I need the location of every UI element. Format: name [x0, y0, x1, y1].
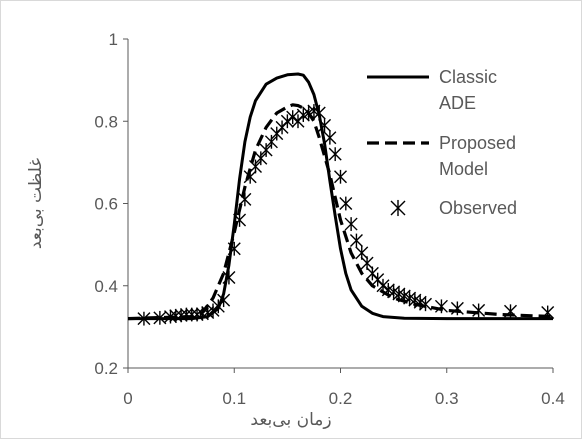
data-point-observed: [264, 134, 278, 149]
data-point-observed: [344, 217, 358, 231]
series-line-proposed-model: [127, 103, 554, 321]
data-point-observed: [222, 270, 236, 285]
legend-label-classic-line1: Classic: [439, 67, 497, 87]
x-tick-label: 0.4: [541, 389, 565, 408]
x-axis-title: زمان بی‌بعد: [250, 410, 331, 430]
data-point-observed: [254, 151, 268, 166]
x-tick-labels: 0 0.1 0.2 0.3 0.4: [123, 368, 565, 408]
data-point-observed: [206, 303, 220, 318]
legend-swatch-asterisk: [390, 199, 406, 217]
y-tick-label: 1: [109, 30, 118, 49]
data-point-observed: [153, 310, 167, 325]
y-tick-label: 0.8: [94, 112, 118, 131]
data-point-observed: [541, 305, 555, 320]
series-observed-points: [137, 104, 555, 326]
data-point-observed: [249, 159, 262, 174]
data-point-observed: [504, 304, 517, 319]
y-tick-labels: 0.2 0.4 0.6 0.8 1: [94, 30, 128, 378]
x-tick-label: 0: [123, 389, 132, 408]
legend-label-proposed-line2: Model: [439, 159, 488, 179]
legend-label-proposed-line1: Proposed: [439, 133, 516, 153]
data-point-observed: [312, 106, 326, 120]
legend-label-observed: Observed: [439, 198, 517, 218]
data-point-observed: [233, 213, 247, 227]
data-point-observed: [472, 303, 486, 318]
series-layer: [127, 72, 555, 326]
legend-item-proposed-model: Proposed Model: [367, 133, 516, 179]
y-tick-label: 0.2: [94, 359, 118, 378]
legend-label-classic-line2: ADE: [439, 93, 476, 113]
y-tick-label: 0.4: [94, 277, 118, 296]
data-point-observed: [323, 130, 337, 145]
legend: Classic ADE Proposed Model Observed: [367, 67, 517, 218]
data-point-observed: [259, 143, 273, 157]
data-point-observed: [334, 169, 347, 184]
x-tick-label: 0.1: [222, 389, 246, 408]
y-axis-title: غلظت بی‌بعد: [26, 158, 46, 249]
y-tick-label: 0.6: [94, 195, 118, 214]
data-point-observed: [286, 110, 300, 125]
data-point-observed: [227, 241, 241, 256]
data-point-observed: [217, 293, 231, 308]
x-tick-label: 0.3: [435, 389, 459, 408]
data-point-observed: [238, 192, 252, 207]
series-line-classic-ade: [128, 72, 553, 321]
data-point-observed: [137, 311, 151, 326]
x-tick-label: 0.2: [329, 389, 353, 408]
legend-marker-asterisk: [390, 199, 406, 217]
data-point-observed: [434, 299, 448, 314]
data-point-observed: [376, 278, 390, 293]
data-point-observed: [339, 196, 353, 211]
legend-item-observed: Observed: [390, 198, 517, 218]
data-point-observed: [349, 233, 363, 248]
data-point-observed: [419, 297, 432, 312]
legend-item-classic-ade: Classic ADE: [367, 67, 497, 113]
data-point-observed: [450, 301, 464, 316]
data-point-observed: [280, 114, 294, 129]
data-point-observed: [318, 118, 332, 133]
data-point-observed: [328, 147, 342, 162]
